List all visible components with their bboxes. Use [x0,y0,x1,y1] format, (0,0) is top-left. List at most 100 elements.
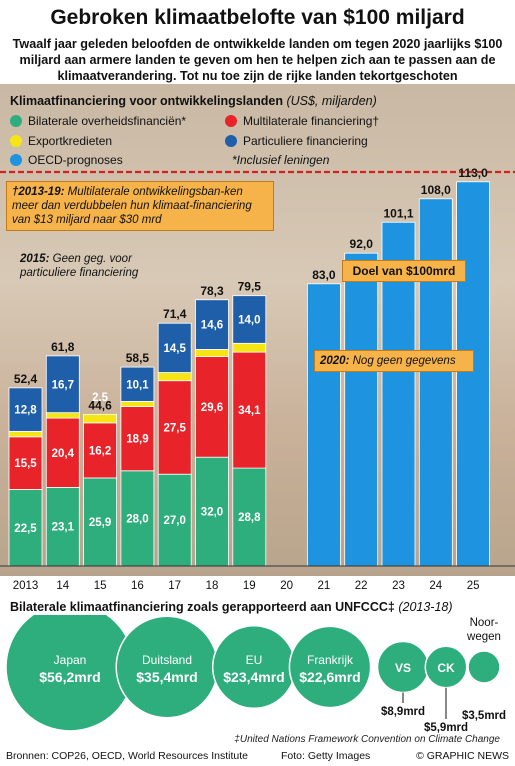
bar-group-15: 25,9 16,2 2,544,6 [83,392,117,567]
bar-14-series-2 [45,412,80,419]
legend-item-oecd: OECD-prognoses [10,153,123,167]
bar-total-22: 92,0 [350,237,374,251]
footer-photo: Foto: Getty Images [281,750,371,762]
bar-2013-series-3 [8,387,43,432]
unfccc-footnote: ‡United Nations Framework Convention on … [234,734,500,745]
footer: Bronnen: COP26, OECD, World Resources In… [6,750,509,762]
bar-15-series-0 [83,477,117,567]
bar-label-16-series-0: 28,0 [126,513,148,525]
x-tick-15: 15 [93,580,107,592]
bar-total-19: 79,5 [238,280,262,294]
bar-group-19: 28,834,12,614,079,5 [232,280,267,567]
x-tick-24: 24 [429,580,443,592]
bar-label-16-series-3: 10,1 [126,379,149,391]
bar-19-series-2 [232,342,267,353]
bar-17-series-1 [157,380,192,475]
bar-label-19-series-3: 14,0 [238,315,260,327]
bar-24-oecd [418,198,453,567]
legend-dot-private [225,135,237,147]
bubble-japan: Japan $56,2mrd [5,615,135,732]
bar-22-oecd [344,252,379,567]
x-tick-19: 19 [242,580,256,592]
x-tick-20: 20 [280,580,293,592]
legend-item-multilateral: Multilaterale financiering† [225,114,379,128]
bubble-value-2: $23,4mrd [223,669,284,685]
bar-group-22: 92,0 [344,237,379,567]
bubble-eu: EU $23,4mrd [211,624,297,710]
bar-19-series-3 [232,295,267,344]
bar-label-2013-series-0: 22,5 [14,523,37,535]
bar-label-15-series-2: 2,5 [92,392,109,404]
bar-total-17: 71,4 [163,307,187,321]
legend-dot-oecd [10,154,22,166]
bar-label-15-series-1: 16,2 [89,445,111,457]
x-tick-25: 25 [466,580,480,592]
bubble-circle-2 [211,624,297,710]
legend-dot-bilateral [10,115,22,127]
legend-item-bilateral: Bilaterale overheidsfinanciën* [10,114,186,128]
bar-21-oecd [306,283,341,567]
bubble-value-6: $3,5mrd [462,710,506,722]
bar-16-series-1 [120,406,155,472]
note-no-private-2015: 2015: Geen geg. voor particuliere financ… [20,253,139,279]
bar-group-18: 32,029,62,114,678,3 [195,284,229,567]
bubble-value-5: $5,9mrd [424,722,468,734]
bubble-circle-6 [467,650,501,684]
bar-total-18: 78,3 [200,284,224,298]
bubble-vs: VS $8,9mrd [376,640,430,718]
bubble-name2-6: wegen [466,631,501,643]
bubble-chart: Japan $56,2mrd Duitsland $35,4mrd EU $23,4mrd… [5,615,506,734]
bar-group-17: 27,027,52,414,571,4 [157,307,192,567]
bar-total-2013: 52,4 [14,372,38,386]
bar-total-21: 83,0 [312,268,336,282]
bar-group-2013: 22,515,51,612,852,4 [8,372,43,567]
bar-label-14-series-1: 20,4 [52,448,75,460]
bubble-circle-1 [115,615,219,719]
bubble-ck: CK $5,9mrd [424,645,468,734]
bar-label-17-series-0: 27,0 [164,515,186,527]
legend-item-private: Particuliere financiering [225,134,368,148]
bar-label-17-series-3: 14,5 [164,343,187,355]
page-title: Gebroken klimaatbelofte van $100 miljard [50,6,465,29]
bar-25-oecd [456,181,491,567]
note-goal: Doel van $100mrd [342,260,466,282]
bubble-noorwegen: Noor-wegen $3,5mrd [462,617,506,722]
bar-total-24: 108,0 [421,183,451,197]
page-subtitle: Twaalf jaar geleden beloofden de ontwikk… [12,37,503,83]
legend-item-export: Exportkredieten [10,134,112,148]
footer-sources: Bronnen: COP26, OECD, World Resources In… [6,750,248,762]
bar-19-series-1 [232,351,267,469]
bar-18-series-2 [195,349,229,357]
bilateral-title: Bilaterale klimaatfinanciering zoals ger… [10,600,453,614]
bar-15-series-2 [83,413,117,424]
bar-16-series-3 [120,366,155,402]
legend-title: Klimaatfinanciering voor ontwikkelingsla… [10,94,377,108]
bar-label-19-series-1: 34,1 [238,405,261,417]
bar-total-16: 58,5 [126,351,150,365]
bar-total-23: 101,1 [383,206,413,220]
bar-14-series-3 [45,355,80,414]
bubble-name-4: VS [395,661,411,675]
bubble-name-6: Noor- [470,617,499,629]
bar-label-14-series-0: 23,1 [52,522,75,534]
bar-label-14-series-3: 16,7 [52,379,74,391]
bar-17-series-3 [157,322,192,373]
legend-dot-export [10,135,22,147]
bubble-name-5: CK [437,661,455,675]
bubble-name-1: Duitsland [142,653,192,667]
bubble-value-1: $35,4mrd [136,669,197,685]
note-no-data-2020: 2020: Nog geen gegevens [314,350,474,372]
bubble-name-3: Frankrijk [307,653,354,667]
bar-label-2013-series-1: 15,5 [14,458,37,470]
bar-group-24: 108,0 [418,183,453,567]
note-multilateral: †2013-19: Multilaterale ontwikkelingsban… [6,181,274,231]
bar-group-25: 113,0 [456,166,491,567]
bar-group-14: 23,120,41,616,761,8 [45,340,80,567]
bar-label-15-series-0: 25,9 [89,517,111,529]
bar-18-series-0 [195,456,229,567]
bar-label-2013-series-3: 12,8 [14,405,37,417]
footer-brand: © GRAPHIC NEWS [416,750,509,762]
bar-label-19-series-0: 28,8 [238,512,261,524]
bubble-frankrijk: Frankrijk $22,6mrd [288,625,372,709]
x-tick-21: 21 [317,580,331,592]
